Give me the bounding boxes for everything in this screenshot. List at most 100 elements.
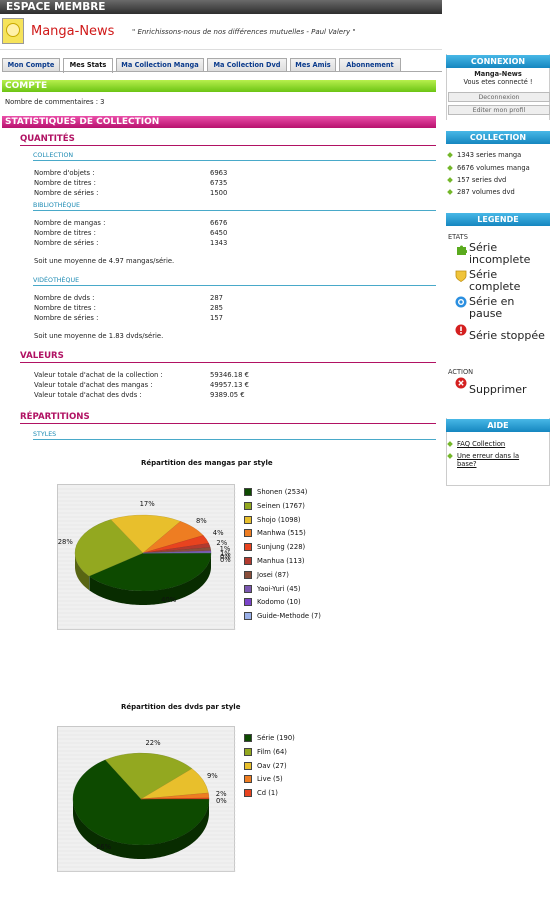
dvd-chart-legend: Série (190) Film (64) Oav (27) Live (5) Cd (… bbox=[244, 734, 354, 804]
bullet-icon bbox=[447, 177, 453, 183]
tab-abonnement[interactable]: Abonnement bbox=[339, 58, 401, 72]
tab-collection-manga[interactable]: Ma Collection Manga bbox=[116, 58, 204, 72]
legend-supprimer: Supprimer bbox=[469, 383, 527, 396]
sidebar-collection-text: 1343 series manga bbox=[457, 151, 522, 159]
divider bbox=[20, 362, 436, 363]
faq-link[interactable]: FAQ Collection bbox=[457, 440, 506, 448]
dvd-chart-frame bbox=[57, 726, 236, 872]
bullet-icon bbox=[447, 441, 453, 447]
stat-label: Nombre de séries : bbox=[34, 189, 99, 197]
manga-pie-chart bbox=[58, 488, 236, 630]
value-label: Valeur totale d'achat de la collection : bbox=[34, 371, 163, 379]
report-error-link[interactable]: Une erreur dans la base? bbox=[457, 452, 520, 468]
legend-label: Shonen (2534) bbox=[257, 488, 308, 496]
legend-swatch bbox=[244, 734, 252, 742]
avatar[interactable] bbox=[2, 18, 24, 44]
quantites-heading: QUANTITÉS bbox=[20, 134, 75, 144]
pie-slice bbox=[74, 519, 144, 577]
stat-label: Nombre de séries : bbox=[34, 239, 99, 247]
legend-swatch bbox=[244, 789, 252, 798]
pie-percent-label: 17% bbox=[139, 500, 155, 509]
legend-label: Cd (1) bbox=[257, 789, 278, 798]
divider bbox=[33, 210, 436, 211]
dvd-average: Soit une moyenne de 1.83 dvds/série. bbox=[34, 332, 164, 340]
pie-slice bbox=[72, 759, 210, 846]
sidebar-collection-item: 1343 series manga bbox=[447, 151, 522, 159]
manga-chart-labels: 40% 28% 17% 8% 4% 2% 1% 1% 0% 0% bbox=[57, 484, 235, 630]
bullet-icon bbox=[447, 453, 453, 459]
sidebar-collection-item: 287 volumes dvd bbox=[447, 188, 515, 196]
stat-label: Nombre de titres : bbox=[34, 304, 96, 312]
legend-label: Manhua (113) bbox=[257, 557, 305, 565]
sidebar-collection-text: 287 volumes dvd bbox=[457, 188, 515, 196]
tab-collection-dvd[interactable]: Ma Collection Dvd bbox=[207, 58, 287, 72]
site-name[interactable]: Manga-News bbox=[31, 24, 115, 39]
legend-item: Josei (87) bbox=[244, 570, 289, 581]
legend-swatch bbox=[244, 775, 252, 784]
logout-button[interactable]: Deconnexion bbox=[448, 92, 550, 102]
legend-swatch bbox=[244, 761, 252, 770]
legend-serie-stoppee: Série stoppée bbox=[469, 329, 545, 342]
stat-value: 6735 bbox=[210, 179, 228, 187]
pause-icon bbox=[455, 296, 467, 308]
page-title: ESPACE MEMBRE bbox=[6, 1, 106, 13]
compte-header: COMPTE bbox=[2, 80, 436, 92]
legend-swatch bbox=[244, 529, 252, 538]
pie-percent-label: 40% bbox=[161, 595, 177, 604]
pie-percent-label: 9% bbox=[206, 771, 218, 780]
legend-swatch bbox=[244, 747, 252, 756]
sidebar-collection-item: 157 series dvd bbox=[447, 176, 506, 184]
stat-value: 6963 bbox=[210, 169, 228, 177]
aide-header: AIDE bbox=[446, 419, 550, 432]
faq-item: FAQ Collection bbox=[447, 440, 506, 448]
value-amount: 49957.13 € bbox=[210, 381, 249, 389]
divider bbox=[33, 285, 436, 286]
legend-swatch bbox=[244, 570, 252, 579]
pie-percent-label: 2% bbox=[216, 538, 228, 547]
legend-item: Série (190) bbox=[244, 734, 295, 744]
tab-bar: Mon Compte Mes Stats Ma Collection Manga… bbox=[2, 58, 442, 73]
stat-label: Nombre de titres : bbox=[34, 179, 96, 187]
divider bbox=[20, 423, 436, 424]
tab-mes-stats[interactable]: Mes Stats bbox=[63, 58, 113, 73]
valeurs-heading: VALEURS bbox=[20, 351, 64, 361]
legend-item: Guide-Methode (7) bbox=[244, 612, 321, 622]
stat-value: 1500 bbox=[210, 189, 228, 197]
legend-serie-complete: Série complete bbox=[469, 268, 521, 293]
legend-label: Seinen (1767) bbox=[257, 501, 305, 510]
divider bbox=[20, 145, 436, 146]
legend-serie-pause: Série en pause bbox=[469, 295, 515, 320]
stat-value: 1343 bbox=[210, 239, 228, 247]
legend-swatch bbox=[244, 515, 252, 524]
pie-slice bbox=[110, 514, 181, 554]
legende-header: LEGENDE bbox=[446, 213, 550, 226]
tab-mes-amis[interactable]: Mes Amis bbox=[290, 58, 336, 72]
stat-value: 6676 bbox=[210, 219, 228, 227]
pie-depth bbox=[75, 553, 211, 605]
pie-slice-side bbox=[73, 799, 209, 859]
site-quote: " Enrichissons-nous de nos différences m… bbox=[132, 28, 356, 36]
styles-heading: STYLES bbox=[33, 431, 57, 438]
pie-percent-label: 1% bbox=[219, 550, 231, 559]
legend-item: Film (64) bbox=[244, 747, 287, 758]
stat-value: 157 bbox=[210, 314, 223, 322]
manga-average: Soit une moyenne de 4.97 mangas/série. bbox=[34, 257, 175, 265]
tab-mon-compte[interactable]: Mon Compte bbox=[2, 58, 60, 72]
videotheque-heading: VIDÉOTHÈQUE bbox=[33, 277, 80, 284]
legend-serie-incomplete: Série incomplete bbox=[469, 241, 531, 266]
legend-swatch bbox=[244, 488, 252, 496]
bibliotheque-heading: BIBLIOTHÈQUE bbox=[33, 202, 80, 209]
bullet-icon bbox=[447, 189, 453, 195]
edit-profile-button[interactable]: Editer mon profil bbox=[448, 105, 550, 115]
legend-swatch bbox=[244, 584, 252, 593]
dvd-chart-title: Répartition des dvds par style bbox=[121, 703, 241, 711]
bullet-icon bbox=[447, 165, 453, 171]
legend-label: Film (64) bbox=[257, 747, 287, 756]
stats-header: STATISTIQUES DE COLLECTION bbox=[2, 116, 436, 128]
collection-sidebar-header: COLLECTION bbox=[446, 131, 550, 144]
stat-label: Nombre de dvds : bbox=[34, 294, 95, 302]
comment-count: Nombre de commentaires : 3 bbox=[5, 98, 105, 106]
divider bbox=[33, 439, 436, 440]
legend-item: Kodomo (10) bbox=[244, 598, 301, 608]
pie-percent-label: 8% bbox=[195, 517, 207, 526]
